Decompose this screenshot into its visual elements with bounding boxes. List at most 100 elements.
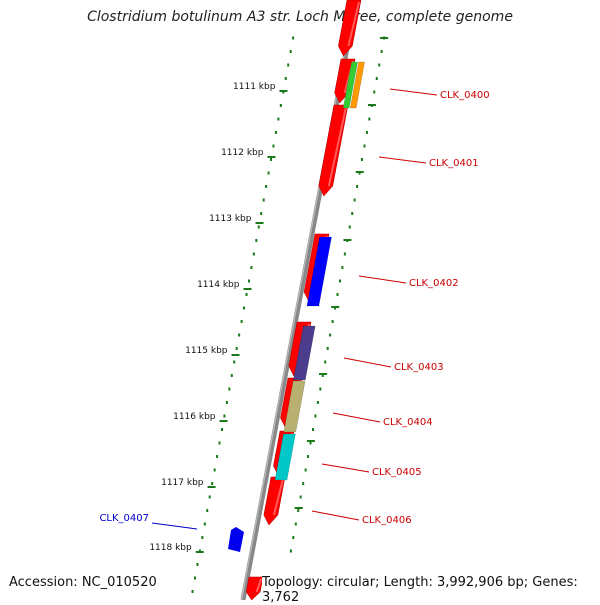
gene-label[interactable]: CLK_0400 [440,90,490,101]
ruler-dot [378,63,381,67]
backbone [240,0,359,600]
ruler-dot [289,50,292,53]
ruler-dot [380,50,383,53]
gene-label[interactable]: CLK_0404 [383,417,433,428]
ruler-dot [196,563,199,566]
ruler-dot [270,158,273,161]
ruler-dot [341,266,344,269]
ruler-dot [331,320,334,323]
forward-gene-arrow-highlight [347,1,360,47]
kbp-tick-label: 1111 kbp [233,82,276,92]
gene-label[interactable]: CLK_0401 [429,158,479,169]
ruler-dot [220,428,223,431]
ruler-dot [321,374,324,377]
forward-gene-arrow-highlight [255,578,262,593]
ruler-dot [218,441,221,445]
ruler-dot [247,279,250,283]
ruler-dot [243,306,246,310]
gene-leader-line [343,357,392,368]
ruler-dot [284,77,287,80]
ruler-dot [228,387,231,391]
ruler-dot [363,144,366,148]
gene-label[interactable]: CLK_0403 [394,362,444,373]
ruler-dot [326,347,329,350]
ruler-dot [252,252,255,256]
ruler-dot [260,212,263,215]
gene-leader-line [321,463,370,473]
ruler-dot [203,522,206,526]
ruler-dot [245,293,248,296]
ruler-dot [267,171,270,175]
kbp-tick-label: 1112 kbp [221,148,264,158]
ruler-dot [257,225,260,229]
ruler-dot [208,495,211,499]
ruler-dot [368,117,371,121]
ruler-dot [294,522,297,526]
ruler-dot [304,468,307,472]
gene-label[interactable]: CLK_0405 [372,467,422,478]
ruler-dot [338,279,341,283]
ruler-dot [336,293,339,296]
gene-label[interactable]: CLK_0407 [99,513,149,524]
gene-leader-line [358,275,407,284]
ruler-dot [213,468,216,472]
genome-summary-text: Topology: circular; Length: 3,992,906 bp… [262,575,600,605]
backbone-highlight [240,0,356,600]
ruler-dot [223,414,226,418]
ruler-dot [262,198,265,202]
gene-leader-line [151,522,198,530]
accession-text: Accession: NC_010520 [9,575,157,590]
ruler-dot [356,185,359,188]
cog-band [283,380,306,433]
cog-band [293,325,316,381]
ruler-dot [361,158,364,161]
ruler-dot [255,239,258,242]
kbp-tick-label: 1114 kbp [197,280,240,290]
gene-leader-line [311,510,360,521]
kbp-tick-label: 1116 kbp [173,412,216,422]
ruler-dot [348,225,351,229]
kbp-ruler: 1111 kbp 1112 kbp 1113 kbp 1114 kbp 1115 kbp… [149,36,389,593]
ruler-dot [277,117,280,121]
ruler-dot [233,360,236,364]
map-title: Clostridium botulinum A3 str. Loch Maree… [87,9,513,25]
gene-track [228,0,365,600]
ruler-dot [324,360,327,364]
forward-gene-arrow [318,104,349,197]
gene-leader-line [389,88,438,96]
ruler-dot [235,347,238,350]
kbp-tick-label: 1117 kbp [161,478,204,488]
ruler-dot [250,266,253,269]
ruler-dot [230,374,233,377]
ruler-dot [299,495,302,499]
reverse-gene-arrow [228,527,244,552]
ruler-dot [307,455,310,458]
ruler-dot [289,549,292,553]
ruler-dot [316,401,319,404]
forward-gene-arrow [245,576,264,600]
ruler-dot [297,509,300,512]
kbp-tick-label: 1118 kbp [149,543,192,553]
ruler-dot [216,455,219,458]
backbone-line [240,0,359,600]
gene-label[interactable]: CLK_0402 [409,278,459,289]
ruler-dot [206,509,209,512]
ruler-dot [302,482,305,485]
gene-leader-line [378,156,427,164]
kbp-tick-label: 1115 kbp [185,346,228,356]
ruler-dot [292,536,295,539]
ruler-dot [238,333,241,337]
ruler-dot [287,63,290,67]
gene-label[interactable]: CLK_0406 [362,515,412,526]
cog-band [306,236,332,307]
ruler-dot [329,333,332,337]
ruler-dot [265,185,268,188]
ruler-dot [272,144,275,148]
ruler-dot [193,576,196,580]
ruler-dot [314,414,317,418]
cog-band [342,61,358,109]
reverse-gene-shape [228,527,244,552]
forward-gene-arrow [338,0,362,57]
ruler-dot [279,104,282,107]
